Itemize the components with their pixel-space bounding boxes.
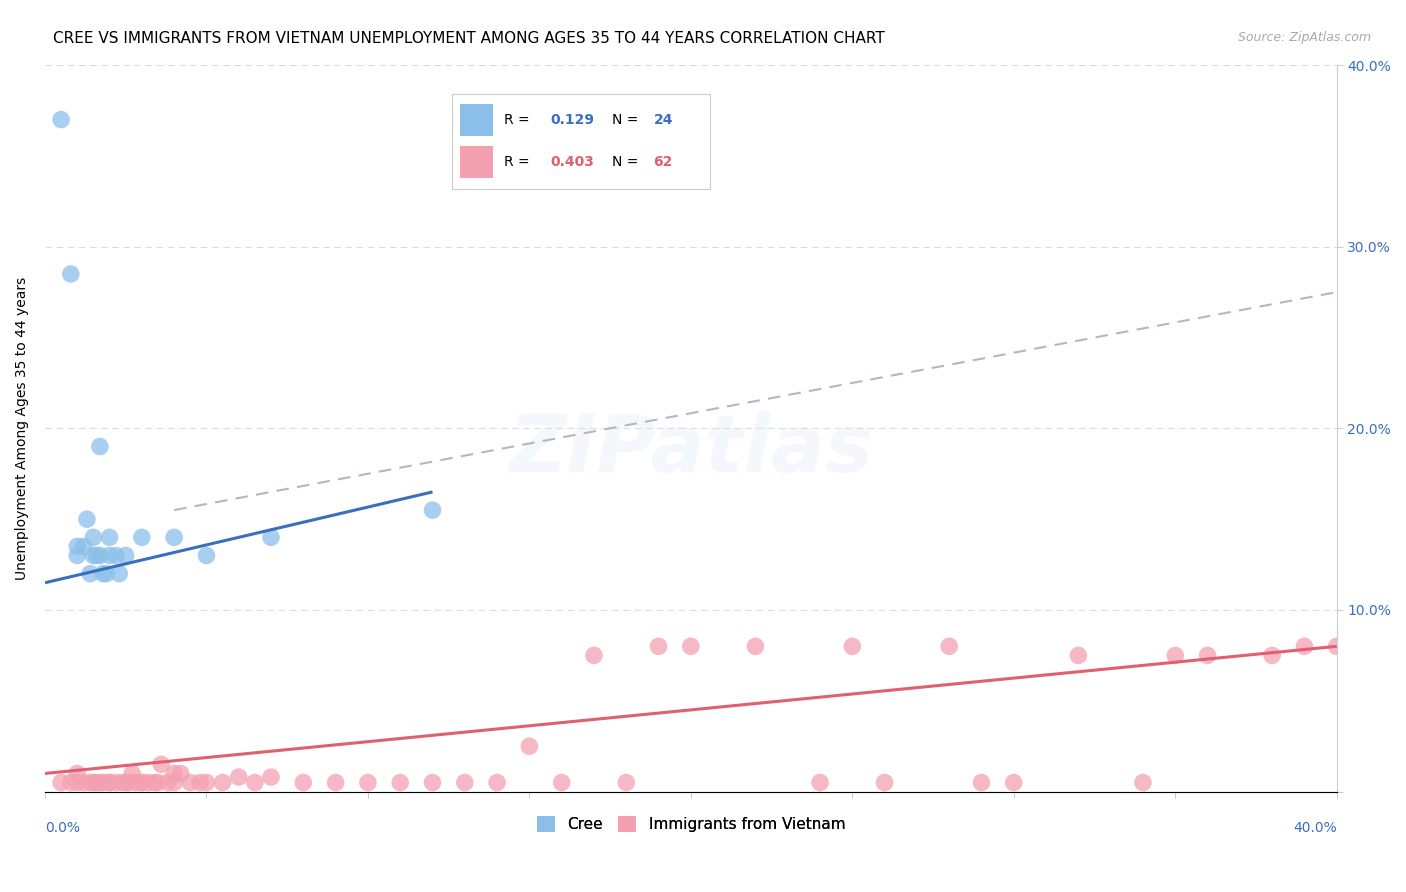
Point bbox=[79, 775, 101, 789]
Point bbox=[86, 549, 108, 563]
Point bbox=[79, 566, 101, 581]
Point bbox=[98, 775, 121, 789]
Point bbox=[136, 775, 159, 789]
Point bbox=[105, 775, 128, 789]
Point bbox=[73, 540, 96, 554]
Point bbox=[1067, 648, 1090, 663]
Point bbox=[73, 775, 96, 789]
Point bbox=[292, 775, 315, 789]
Point bbox=[582, 648, 605, 663]
Point bbox=[82, 530, 104, 544]
Point bbox=[98, 530, 121, 544]
Point bbox=[121, 766, 143, 780]
Point bbox=[105, 549, 128, 563]
Point bbox=[131, 530, 153, 544]
Point bbox=[195, 775, 218, 789]
Point bbox=[260, 530, 283, 544]
Point bbox=[228, 770, 250, 784]
Point bbox=[91, 775, 114, 789]
Point bbox=[86, 775, 108, 789]
Point bbox=[179, 775, 201, 789]
Point bbox=[146, 775, 169, 789]
Point bbox=[98, 549, 121, 563]
Point bbox=[82, 775, 104, 789]
Point bbox=[647, 640, 669, 654]
Point bbox=[66, 775, 89, 789]
Point bbox=[59, 267, 82, 281]
Point bbox=[114, 549, 136, 563]
Point bbox=[938, 640, 960, 654]
Point bbox=[188, 775, 211, 789]
Point bbox=[422, 503, 444, 517]
Point bbox=[243, 775, 266, 789]
Point bbox=[1326, 640, 1348, 654]
Point bbox=[841, 640, 863, 654]
Point bbox=[114, 775, 136, 789]
Point bbox=[163, 775, 186, 789]
Point bbox=[163, 530, 186, 544]
Point bbox=[66, 549, 89, 563]
Point bbox=[1197, 648, 1219, 663]
Point bbox=[150, 757, 173, 772]
Point bbox=[260, 770, 283, 784]
Text: 40.0%: 40.0% bbox=[1294, 821, 1337, 835]
Point bbox=[96, 566, 118, 581]
Point bbox=[91, 566, 114, 581]
Point bbox=[124, 775, 146, 789]
Point bbox=[76, 512, 98, 526]
Point bbox=[744, 640, 766, 654]
Text: ZIPatlas: ZIPatlas bbox=[509, 411, 873, 489]
Text: CREE VS IMMIGRANTS FROM VIETNAM UNEMPLOYMENT AMONG AGES 35 TO 44 YEARS CORRELATI: CREE VS IMMIGRANTS FROM VIETNAM UNEMPLOY… bbox=[53, 31, 886, 46]
Point bbox=[519, 739, 541, 754]
Point bbox=[169, 766, 191, 780]
Point bbox=[131, 775, 153, 789]
Point bbox=[131, 775, 153, 789]
Text: 0.0%: 0.0% bbox=[45, 821, 80, 835]
Point bbox=[98, 775, 121, 789]
Point bbox=[454, 775, 477, 789]
Point bbox=[143, 775, 166, 789]
Point bbox=[89, 440, 111, 454]
Point bbox=[550, 775, 572, 789]
Point bbox=[111, 775, 134, 789]
Point bbox=[1132, 775, 1154, 789]
Point bbox=[49, 775, 72, 789]
Legend: Cree, Immigrants from Vietnam: Cree, Immigrants from Vietnam bbox=[530, 810, 851, 838]
Point bbox=[66, 766, 89, 780]
Point bbox=[1261, 648, 1284, 663]
Point bbox=[357, 775, 380, 789]
Point bbox=[108, 566, 131, 581]
Point bbox=[118, 775, 141, 789]
Text: Source: ZipAtlas.com: Source: ZipAtlas.com bbox=[1237, 31, 1371, 45]
Point bbox=[389, 775, 412, 789]
Point bbox=[195, 549, 218, 563]
Point bbox=[873, 775, 896, 789]
Point bbox=[66, 540, 89, 554]
Point bbox=[1002, 775, 1025, 789]
Point bbox=[211, 775, 233, 789]
Point bbox=[82, 549, 104, 563]
Point bbox=[49, 112, 72, 127]
Point bbox=[1164, 648, 1187, 663]
Point bbox=[614, 775, 637, 789]
Point bbox=[679, 640, 702, 654]
Point bbox=[163, 766, 186, 780]
Point bbox=[970, 775, 993, 789]
Point bbox=[808, 775, 831, 789]
Point bbox=[89, 549, 111, 563]
Point bbox=[156, 775, 179, 789]
Point bbox=[59, 775, 82, 789]
Point bbox=[1294, 640, 1316, 654]
Point bbox=[89, 775, 111, 789]
Point bbox=[325, 775, 347, 789]
Point bbox=[486, 775, 509, 789]
Y-axis label: Unemployment Among Ages 35 to 44 years: Unemployment Among Ages 35 to 44 years bbox=[15, 277, 30, 580]
Point bbox=[422, 775, 444, 789]
